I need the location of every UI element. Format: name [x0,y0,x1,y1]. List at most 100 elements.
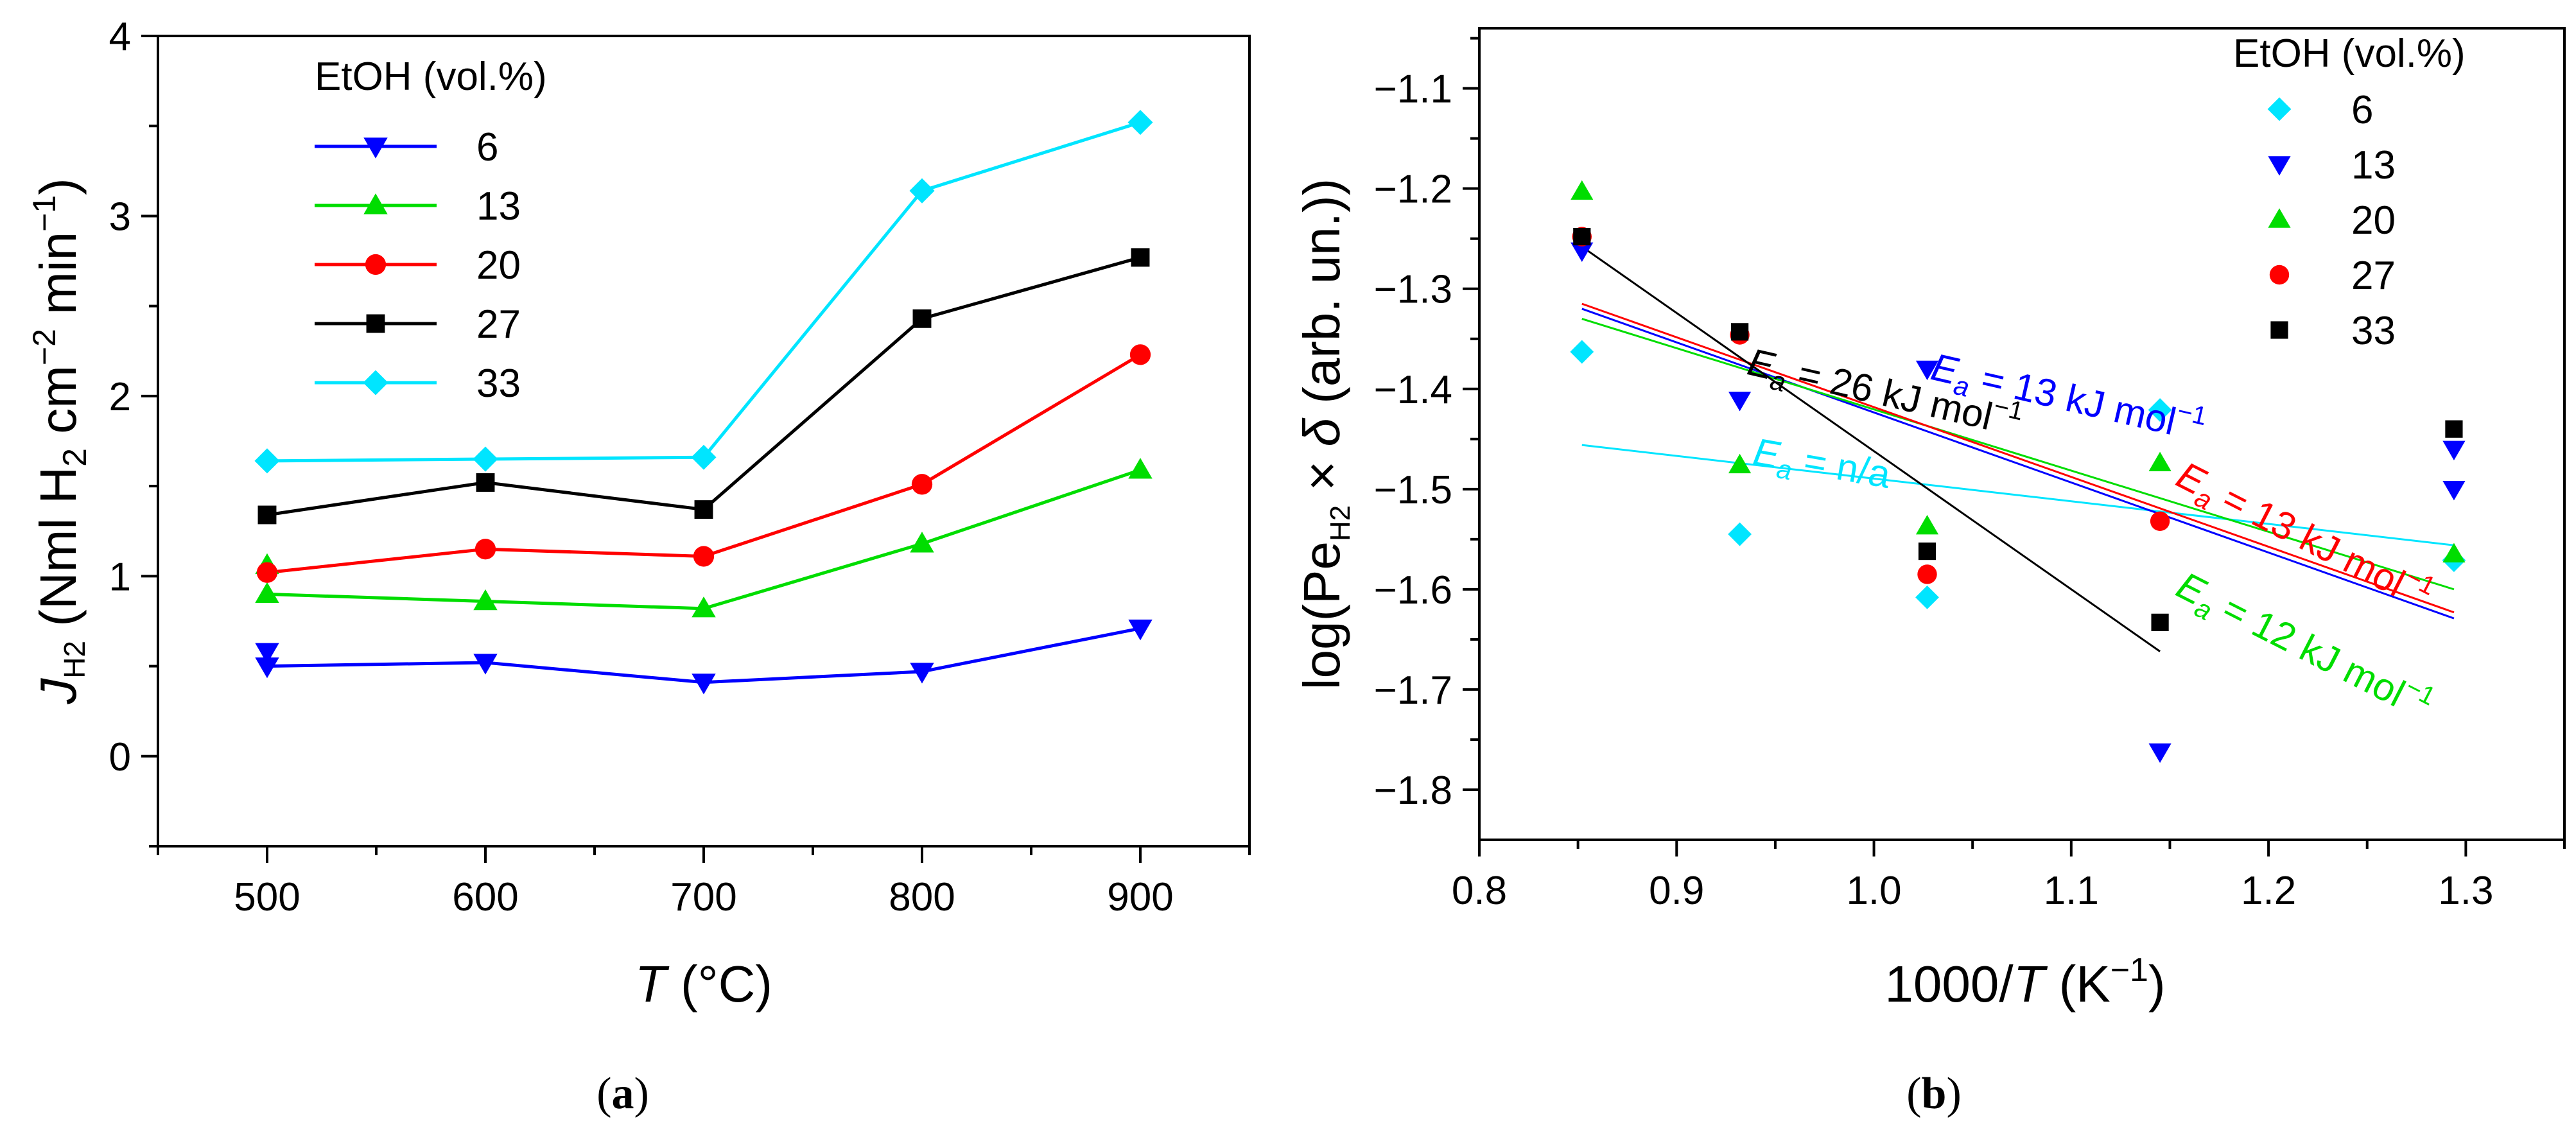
data-point-6 [1728,522,1752,546]
data-point-13 [1728,392,1752,412]
legend-b: EtOH (vol.%) 6 13 20 27 33 [2233,31,2466,353]
data-point-27 [257,505,277,525]
data-point-13 [910,532,934,553]
data-point-6 [1915,585,1939,609]
legend-label-6: 6 [476,125,498,170]
data-point-20 [2442,543,2466,563]
legend-title-b: EtOH (vol.%) [2233,31,2466,76]
data-point-20 [1728,453,1752,474]
x-tick-label-b: 1.1 [2044,869,2099,913]
data-point-13 [2442,440,2466,461]
y-tick-label-a: 0 [109,735,131,779]
legend-marker-13 [2268,156,2291,176]
ea-annotation: Ea = n/a [1749,430,1894,503]
x-tick-label-a: 600 [452,875,518,919]
plot-frame-b [1478,27,2566,841]
y-tick-label-a: 2 [109,375,131,419]
legend-marker-6 [363,137,388,159]
fit-line [1581,318,2455,591]
legend-label-27: 27 [2351,254,2396,298]
data-point-33 [2445,420,2463,438]
data-point-33 [1918,542,1936,561]
data-point-6 [910,663,934,684]
legend-marker-27 [366,314,385,333]
data-point-13 [255,582,279,603]
data-point-13 [2148,743,2171,763]
series-line-27 [266,256,1141,517]
data-point-13 [2442,481,2466,501]
x-tick-label-b: 0.9 [1649,869,1704,913]
plot-frame-a [157,35,1251,848]
chart-panel-b: 0.8 0.9 1.0 1.1 1.2 1.3 −1.8 −1.7 −1.6 −1.5 −1.4 −1… [1293,27,2566,1118]
x-axis-label-b: 1000/T (K−1) [1884,952,2165,1013]
data-point-6 [255,657,279,679]
x-tick-label-a: 500 [234,875,300,919]
data-point-33 [1573,227,1591,246]
legend-label-13: 13 [2351,143,2396,187]
legend-marker-20 [2268,208,2291,228]
x-tick-label-b: 1.2 [2241,869,2296,913]
legend-label-20: 20 [2351,198,2396,243]
data-point-20 [693,546,715,567]
ea-annotation: Ea = 26 kJ mol−1 [1743,336,2026,451]
y-tick-label-b: −1.6 [1374,568,1452,613]
data-point-13 [692,596,716,618]
data-point-33 [909,178,935,204]
legend-label-20: 20 [476,243,521,288]
data-point-27 [476,473,495,492]
legend-items-b: 6 13 20 27 33 [2267,88,2396,353]
x-tick-label-a: 700 [670,875,736,919]
fit-line [1581,302,2455,614]
x-tick-label-b: 1.0 [1846,869,1901,913]
data-point-27 [912,309,932,328]
y-tick-label-b: −1.2 [1374,168,1452,212]
data-point-6 [2148,398,2172,422]
legend-label-13: 13 [476,184,521,229]
series-markers-a [254,110,1153,695]
data-point-20 [911,474,933,495]
legend-items-a: 6 13 20 27 33 [315,125,521,406]
y-axis-label-a: JH2 (Nml H2 cm−2 min−1) [26,178,94,704]
panel-label-a: (a) [596,1069,649,1118]
y-tick-label-b: −1.5 [1374,468,1452,512]
y-tick-label-b: −1.7 [1374,668,1452,713]
data-point-6 [473,654,498,675]
fit-line [1581,444,2455,546]
legend-title-a: EtOH (vol.%) [315,55,547,99]
data-point-27 [1131,248,1150,267]
legend-marker-20 [365,254,387,275]
data-point-13 [1571,242,1594,263]
fit-lines-b [1581,245,2455,652]
axis-ticks-b: 0.8 0.9 1.0 1.1 1.2 1.3 −1.8 −1.7 −1.6 −1.5 −1.4 −1… [1374,37,2566,913]
data-point-6 [255,643,279,664]
axis-ticks-a: 500 600 700 800 900 0 1 2 3 4 [109,15,1251,919]
x-tick-label-b: 1.3 [2438,869,2493,913]
x-tick-label-b: 0.8 [1452,869,1507,913]
y-tick-label-b: −1.1 [1374,67,1452,112]
legend-marker-33 [2270,321,2288,339]
data-point-33 [2151,613,2169,631]
data-point-27 [694,500,713,519]
data-point-13 [473,589,498,611]
series-line-33 [266,121,1141,463]
y-tick-label-b: −1.3 [1374,268,1452,312]
fit-line [1581,245,2161,652]
y-axis-label-b: log(PeH2 × δ (arb. un.)) [1293,178,1356,690]
y-tick-label-b: −1.8 [1374,769,1452,813]
legend-marker-33 [363,370,388,396]
data-point-20 [1915,514,1939,535]
legend-marker-6 [2267,97,2292,121]
data-point-20 [474,539,496,560]
data-point-20 [1129,344,1151,365]
data-point-27 [1917,564,1937,584]
legend-marker-27 [2269,265,2290,285]
fit-line [1581,308,2455,620]
x-tick-label-a: 900 [1107,875,1173,919]
activation-energy-annotations: Ea = 13 kJ mol−1Ea = 26 kJ mol−1Ea = n/a… [1743,336,2440,715]
series-line-13 [266,468,1141,611]
data-point-6 [692,674,716,695]
legend-marker-13 [363,193,388,214]
legend-label-6: 6 [2351,88,2373,132]
legend-label-33: 33 [2351,309,2396,353]
